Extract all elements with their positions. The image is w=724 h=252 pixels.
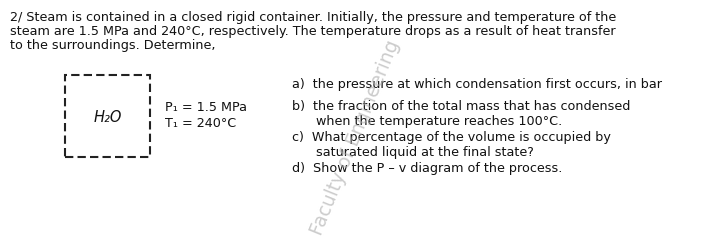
Text: a)  the pressure at which condensation first occurs, in bar: a) the pressure at which condensation fi… <box>292 78 662 91</box>
Text: steam are 1.5 MPa and 240°C, respectively. The temperature drops as a result of : steam are 1.5 MPa and 240°C, respectivel… <box>10 25 615 38</box>
Bar <box>65 76 150 158</box>
Text: c)  What percentage of the volume is occupied by: c) What percentage of the volume is occu… <box>292 131 611 143</box>
Text: saturated liquid at the final state?: saturated liquid at the final state? <box>292 145 534 158</box>
Text: d)  Show the P – v diagram of the process.: d) Show the P – v diagram of the process… <box>292 161 563 174</box>
Text: b)  the fraction of the total mass that has condensed: b) the fraction of the total mass that h… <box>292 100 631 113</box>
Text: T₁ = 240°C: T₁ = 240°C <box>165 116 236 130</box>
Text: to the surroundings. Determine,: to the surroundings. Determine, <box>10 39 216 52</box>
Text: P₁ = 1.5 MPa: P₁ = 1.5 MPa <box>165 101 247 114</box>
Text: 2/ Steam is contained in a closed rigid container. Initially, the pressure and t: 2/ Steam is contained in a closed rigid … <box>10 11 616 24</box>
Text: when the temperature reaches 100°C.: when the temperature reaches 100°C. <box>292 115 563 128</box>
Text: H₂O: H₂O <box>93 109 122 124</box>
Text: Faculty of Engineering: Faculty of Engineering <box>307 38 403 237</box>
